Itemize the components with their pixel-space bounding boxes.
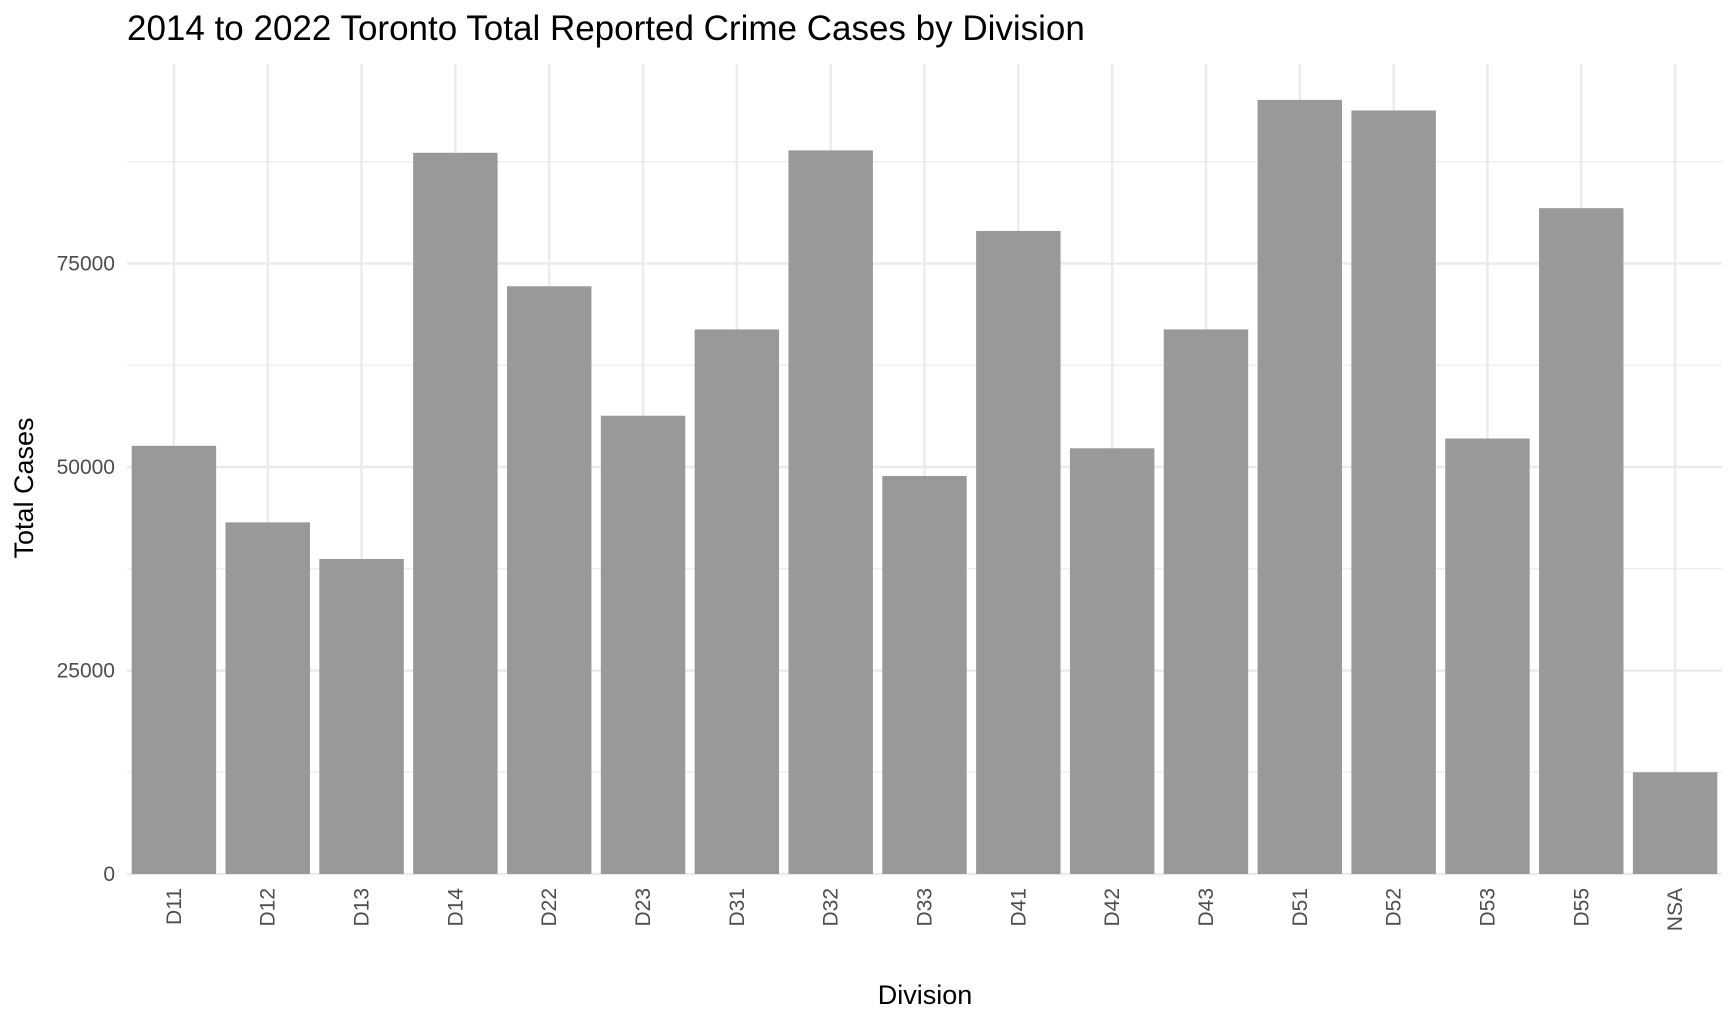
- bar-d12: [225, 522, 310, 874]
- y-axis-ticks: 0 25000 50000 75000: [57, 253, 115, 887]
- x-tick-label-d33: D33: [914, 888, 937, 927]
- bar-d51: [1257, 99, 1343, 875]
- x-tick-label-d11: D11: [163, 888, 186, 925]
- bar-d55: [1539, 208, 1624, 874]
- bar-d41: [976, 230, 1061, 874]
- x-tick-label-d42: D42: [1101, 888, 1124, 927]
- x-tick-label-d51: D51: [1289, 888, 1312, 927]
- bar-d32: [788, 150, 873, 874]
- y-axis-title: Total Cases: [9, 417, 39, 558]
- bar-d33: [882, 475, 967, 874]
- y-tick-label: 25000: [57, 660, 115, 683]
- x-axis-title: Division: [878, 980, 973, 1010]
- bar-d42: [1069, 448, 1155, 874]
- x-axis-ticks: D11 D12 D13 D14 D22 D23 D31 D32 D33 D41 D42 D43 D51 D…: [163, 888, 1687, 932]
- bar-d31: [694, 329, 780, 875]
- bar-d53: [1445, 438, 1530, 874]
- x-tick-label-d23: D23: [632, 888, 655, 927]
- bar-d14: [413, 152, 498, 874]
- x-tick-label-d53: D53: [1476, 888, 1499, 927]
- x-tick-label-d52: D52: [1383, 888, 1406, 927]
- bar-d13: [319, 558, 404, 874]
- x-tick-label-d32: D32: [820, 888, 843, 927]
- x-tick-label-d31: D31: [726, 888, 749, 927]
- x-tick-label-d55: D55: [1570, 888, 1593, 927]
- bars: [131, 99, 1718, 875]
- x-tick-label-d41: D41: [1007, 888, 1030, 927]
- bar-d43: [1163, 329, 1249, 875]
- x-tick-label-nsa: NSA: [1664, 888, 1687, 931]
- chart-title: 2014 to 2022 Toronto Total Reported Crim…: [127, 9, 1085, 48]
- bar-d52: [1351, 110, 1436, 874]
- x-tick-label-d12: D12: [257, 888, 280, 927]
- bar-d11: [131, 445, 217, 874]
- bar-d22: [506, 286, 592, 874]
- bar-nsa: [1632, 772, 1718, 874]
- y-tick-label: 75000: [57, 253, 115, 276]
- y-tick-label: 50000: [57, 456, 115, 479]
- y-tick-label: 0: [103, 863, 115, 886]
- x-tick-label-d22: D22: [538, 888, 561, 927]
- x-tick-label-d14: D14: [444, 888, 467, 927]
- bar-d23: [600, 415, 686, 874]
- x-tick-label-d13: D13: [351, 888, 374, 927]
- x-tick-label-d43: D43: [1195, 888, 1218, 927]
